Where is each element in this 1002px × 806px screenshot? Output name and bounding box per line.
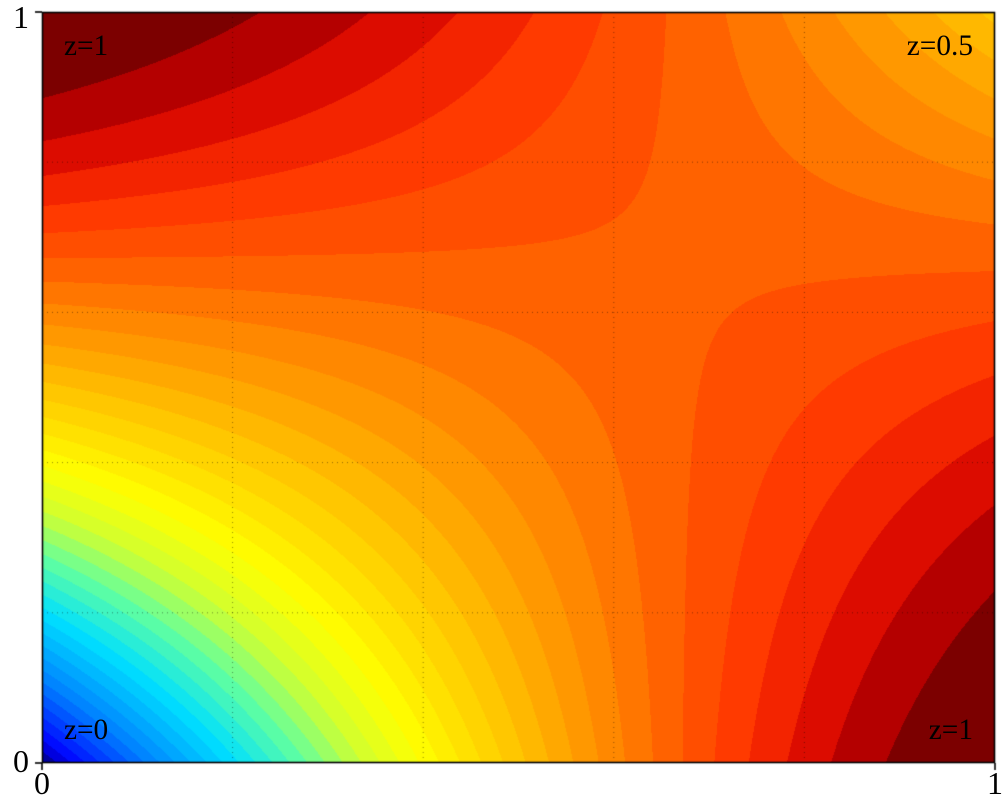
x-tick-left: 0	[34, 765, 50, 802]
y-tick-bottom: 0	[13, 743, 29, 780]
contour-canvas	[0, 0, 1002, 801]
corner-label-top-right: z=0.5	[907, 30, 973, 63]
corner-label-top-left: z=1	[64, 30, 108, 63]
chart-container: 1 0 0 1 z=1 z=0.5 z=0 z=1	[0, 0, 1002, 801]
x-tick-right: 1	[987, 765, 1002, 802]
y-tick-top: 1	[13, 0, 29, 36]
corner-label-bottom-left: z=0	[64, 714, 108, 747]
corner-label-bottom-right: z=1	[929, 714, 973, 747]
